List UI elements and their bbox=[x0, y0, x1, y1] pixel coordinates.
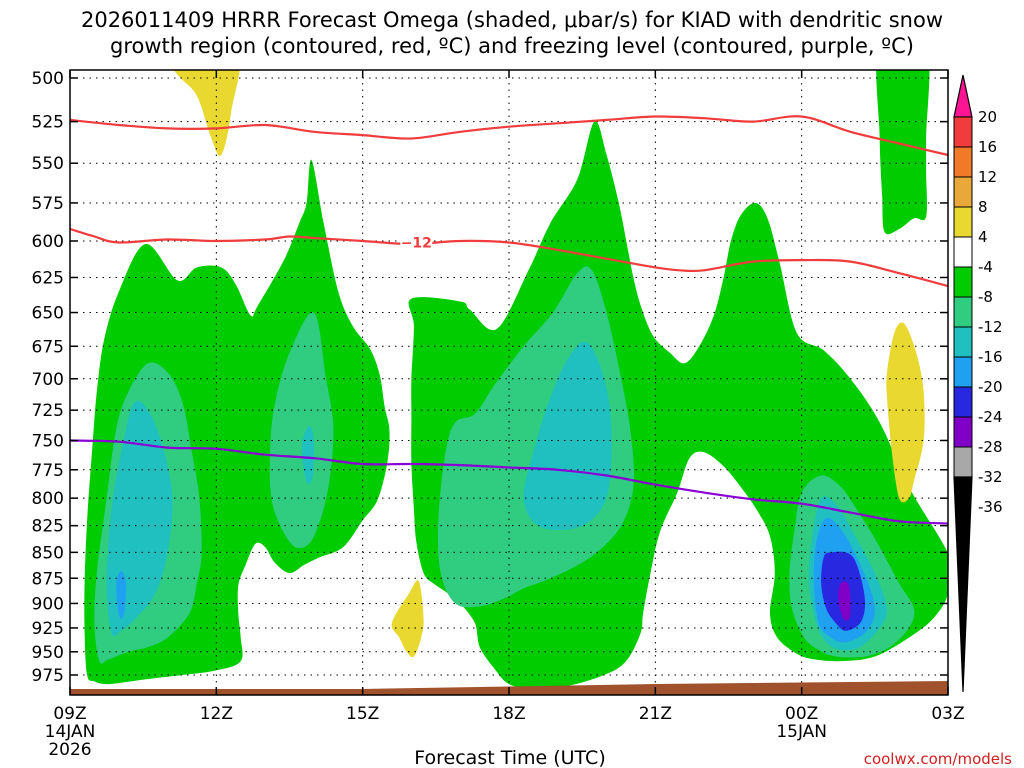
colorbar-label-12: -32 bbox=[978, 468, 1003, 486]
colorbar-swatch-8 bbox=[953, 326, 973, 358]
colorbar-top-arrow bbox=[953, 74, 973, 118]
colorbar-label-4: 4 bbox=[978, 228, 988, 246]
colorbar-swatch-12 bbox=[953, 446, 973, 478]
omega-region-9 bbox=[523, 341, 612, 531]
ytick-label-825: 825 bbox=[32, 517, 64, 537]
omega-region-7 bbox=[876, 70, 930, 235]
xtick-label-18Z: 18Z bbox=[492, 704, 525, 724]
colorbar-label-5: -4 bbox=[978, 258, 993, 276]
x-axis-title: Forecast Time (UTC) bbox=[414, 747, 605, 768]
colorbar-swatch-1 bbox=[953, 116, 973, 148]
xtick-date-09Z: 14JAN bbox=[45, 722, 96, 742]
axes: 500 525 550 575 600 625 650 675 700 725 750 775 800 8… bbox=[32, 69, 965, 760]
colorbar-swatch-5 bbox=[953, 236, 973, 268]
colorbar-label-11: -28 bbox=[978, 438, 1003, 456]
colorbar-bottom-arrow bbox=[953, 476, 973, 693]
colorbar-label-2: 12 bbox=[978, 168, 997, 186]
omega-region-5 bbox=[116, 571, 127, 619]
ytick-label-975: 975 bbox=[32, 666, 64, 686]
ytick-label-600: 600 bbox=[32, 232, 64, 252]
colorbar-label-3: 8 bbox=[978, 198, 988, 216]
ytick-label-550: 550 bbox=[32, 154, 64, 174]
xtick-label-15Z: 15Z bbox=[346, 704, 379, 724]
dgz-upper-contour bbox=[69, 115, 949, 157]
omega-region-15 bbox=[173, 70, 240, 156]
ytick-label-525: 525 bbox=[32, 113, 64, 133]
dgz-contour-label: −12 bbox=[401, 235, 432, 251]
colorbar-label-8: -16 bbox=[978, 348, 1003, 366]
omega-region-17 bbox=[886, 322, 925, 503]
omega-region-2 bbox=[269, 312, 334, 549]
ytick-label-675: 675 bbox=[32, 337, 64, 357]
xtick-label-03Z: 03Z bbox=[931, 704, 964, 724]
colorbar-label-9: -20 bbox=[978, 378, 1003, 396]
xtick-label-00Z: 00Z bbox=[785, 704, 818, 724]
ytick-label-575: 575 bbox=[32, 194, 64, 214]
contour-lines: −12 bbox=[69, 115, 949, 525]
colorbar: 20 16 12 8 4 -4 -8 -12 -16 -20 -24 -28 -32 -36 bbox=[953, 74, 1003, 693]
chart-title-line1: 2026011409 HRRR Forecast Omega (shaded, … bbox=[81, 8, 943, 32]
omega-shading bbox=[70, 70, 948, 695]
xtick-year-09Z: 2026 bbox=[48, 740, 91, 760]
colorbar-swatch-7 bbox=[953, 296, 973, 328]
colorbar-swatch-4 bbox=[953, 206, 973, 238]
colorbar-label-0: 20 bbox=[978, 108, 997, 126]
colorbar-label-1: 16 bbox=[978, 138, 997, 156]
colorbar-swatch-11 bbox=[953, 416, 973, 448]
ytick-label-625: 625 bbox=[32, 268, 64, 288]
chart-title-line2: growth region (contoured, red, ºC) and f… bbox=[110, 34, 914, 58]
xtick-label-21Z: 21Z bbox=[639, 704, 672, 724]
omega-region-16 bbox=[391, 580, 424, 658]
ytick-label-500: 500 bbox=[32, 69, 64, 89]
ytick-label-800: 800 bbox=[32, 489, 64, 509]
colorbar-label-10: -24 bbox=[978, 408, 1003, 426]
ytick-label-775: 775 bbox=[32, 461, 64, 481]
ytick-label-650: 650 bbox=[32, 304, 64, 324]
omega-region-14 bbox=[838, 581, 851, 621]
gridlines bbox=[70, 70, 948, 695]
colorbar-swatch-3 bbox=[953, 176, 973, 208]
ytick-label-875: 875 bbox=[32, 569, 64, 589]
colorbar-label-7: -12 bbox=[978, 318, 1003, 336]
ytick-label-725: 725 bbox=[32, 401, 64, 421]
credit-text[interactable]: coolwx.com/models bbox=[864, 750, 1012, 768]
dgz-lower-contour bbox=[69, 227, 949, 288]
xtick-date-00Z: 15JAN bbox=[776, 722, 827, 742]
ytick-label-950: 950 bbox=[32, 643, 64, 663]
colorbar-swatch-2 bbox=[953, 146, 973, 178]
ytick-label-925: 925 bbox=[32, 619, 64, 639]
freezing-level-contour bbox=[69, 439, 949, 525]
ytick-label-900: 900 bbox=[32, 594, 64, 614]
contour-label-bg bbox=[400, 233, 433, 250]
colorbar-swatch-9 bbox=[953, 356, 973, 388]
xtick-label-12Z: 12Z bbox=[200, 704, 233, 724]
colorbar-label-13: -36 bbox=[978, 498, 1003, 516]
ytick-label-750: 750 bbox=[32, 431, 64, 451]
xtick-label-09Z: 09Z bbox=[53, 704, 86, 724]
colorbar-label-6: -8 bbox=[978, 288, 993, 306]
colorbar-swatch-10 bbox=[953, 386, 973, 418]
ytick-label-700: 700 bbox=[32, 370, 64, 390]
ytick-label-850: 850 bbox=[32, 543, 64, 563]
colorbar-swatch-6 bbox=[953, 266, 973, 298]
